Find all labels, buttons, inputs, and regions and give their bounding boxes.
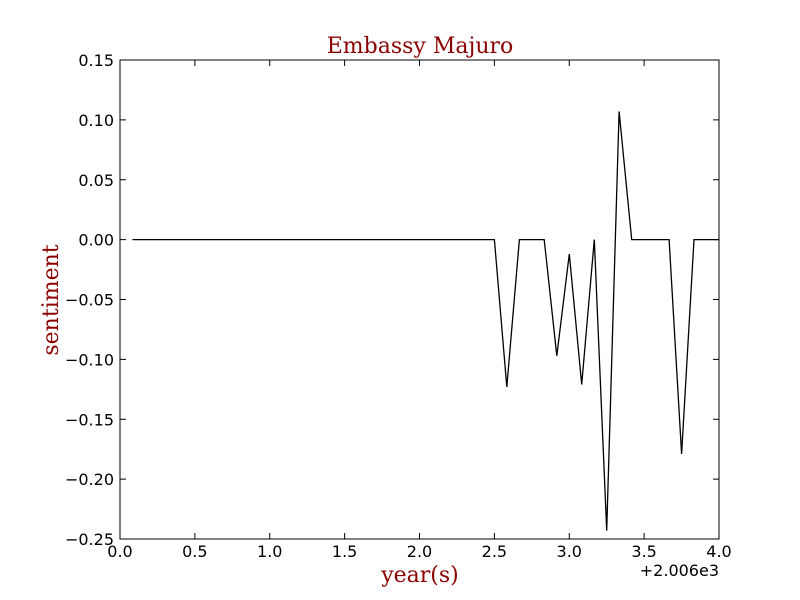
y-tick-label: 0.05 xyxy=(78,171,114,190)
y-tick-label: 0.10 xyxy=(78,111,114,130)
x-offset-label: +2.006e3 xyxy=(640,561,719,580)
y-tick-label: −0.05 xyxy=(65,291,114,310)
x-tick-label: 4.0 xyxy=(706,542,731,561)
x-tick-label: 1.0 xyxy=(257,542,282,561)
y-tick-label: −0.10 xyxy=(65,350,114,369)
x-tick-label: 0.0 xyxy=(107,542,132,561)
y-tick-label: −0.15 xyxy=(65,410,114,429)
y-axis-title: sentiment xyxy=(39,244,64,355)
x-tick-label: 2.5 xyxy=(482,542,507,561)
chart-title: Embassy Majuro xyxy=(327,34,514,59)
y-tick-label: −0.20 xyxy=(65,470,114,489)
x-tick-label: 1.5 xyxy=(332,542,357,561)
plot-frame xyxy=(119,59,720,540)
y-tick-label: 0.15 xyxy=(78,51,114,70)
plot-area: 0.0 0.5 1.0 1.5 2.0 2.5 3.0 3.5 4.0 0.15 0.10 0.05 0… xyxy=(65,51,732,561)
y-tick-label: −0.25 xyxy=(65,530,114,549)
series-line-0 xyxy=(132,111,719,531)
x-tick-label: 3.5 xyxy=(631,542,656,561)
x-axis-title: year(s) xyxy=(380,563,459,588)
x-tick-label: 2.0 xyxy=(407,542,432,561)
y-tick-label: 0.00 xyxy=(78,231,114,250)
x-tick-label: 3.0 xyxy=(557,542,582,561)
x-tick-label: 0.5 xyxy=(182,542,207,561)
